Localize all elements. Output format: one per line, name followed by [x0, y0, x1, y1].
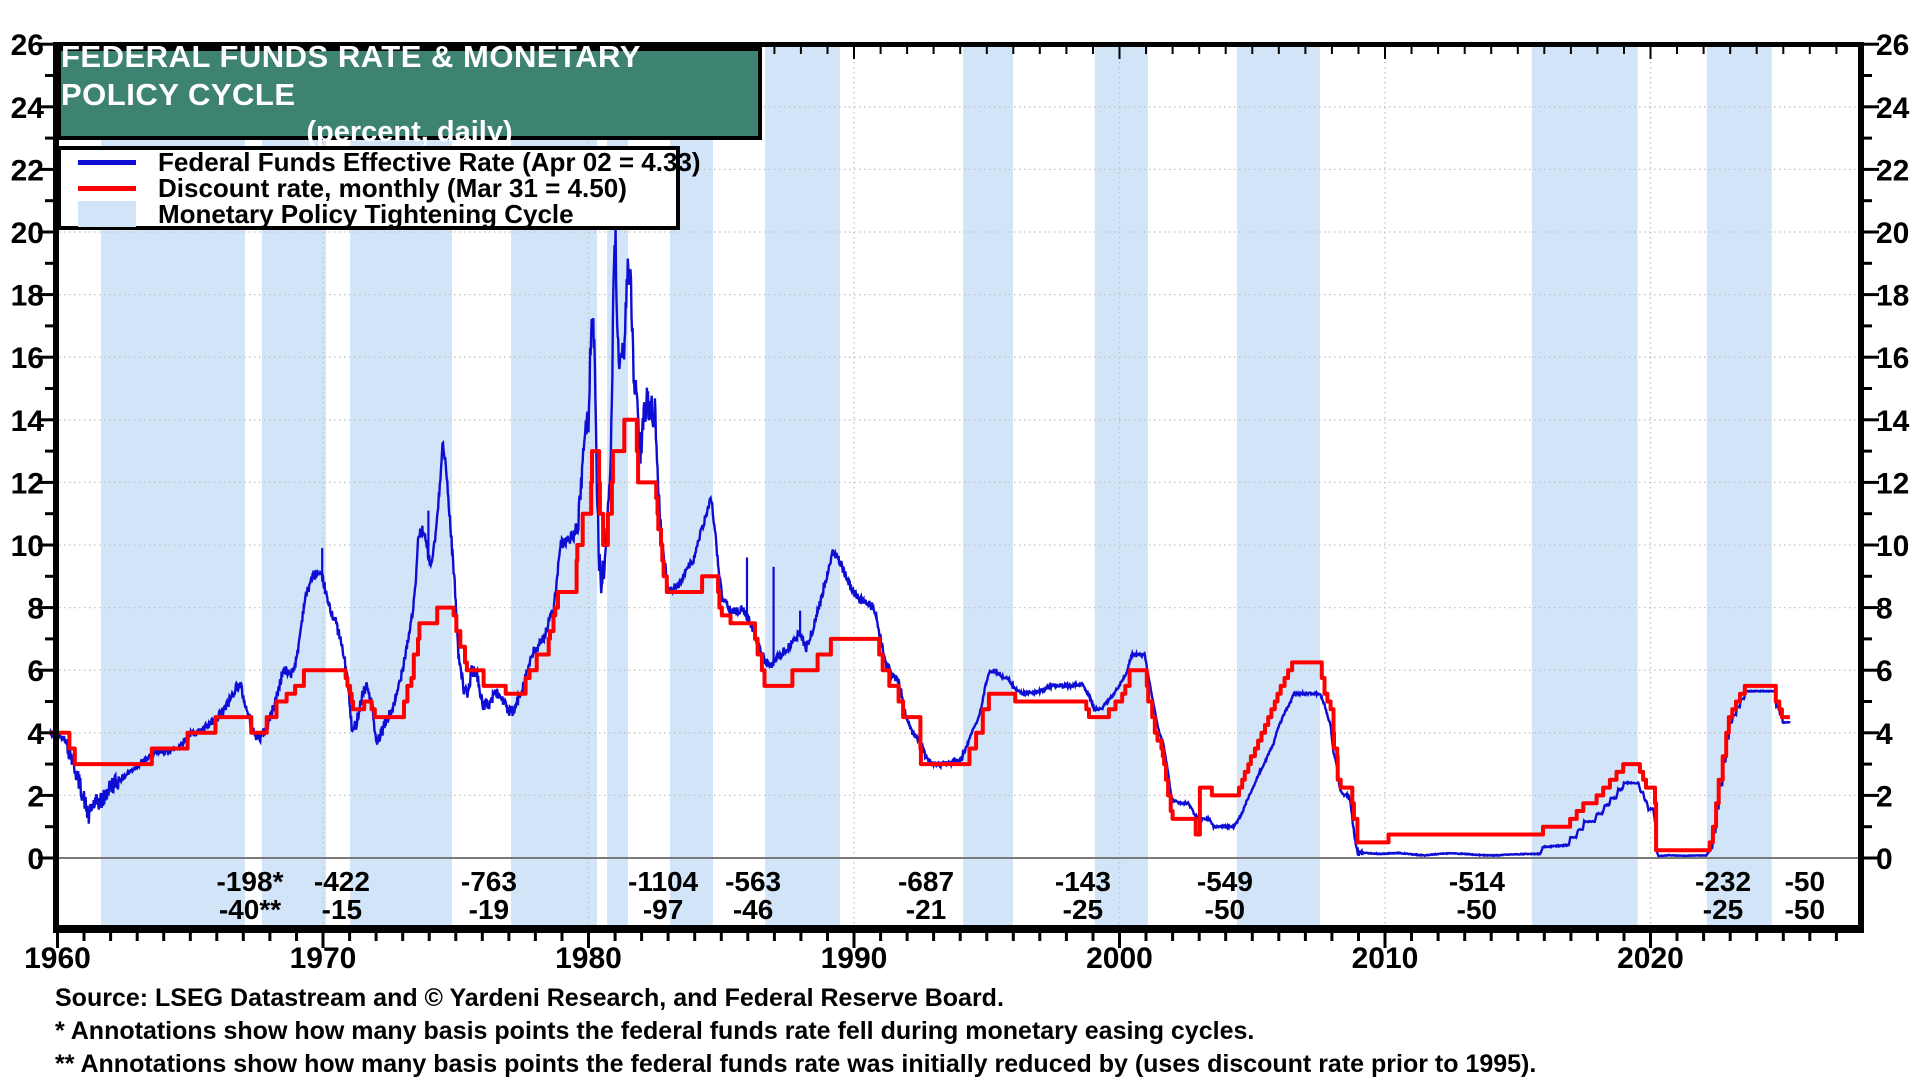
bp-fell-label: -143 — [1055, 866, 1111, 897]
bp-initial-label: -19 — [469, 894, 509, 925]
y-axis-label-left: 14 — [11, 405, 45, 438]
chart-title: FEDERAL FUNDS RATE & MONETARY POLICY CYC… — [61, 38, 641, 112]
y-axis-label-right: 12 — [1876, 467, 1909, 500]
x-axis-label: 2020 — [1617, 942, 1684, 975]
bp-initial-label: -50 — [1205, 894, 1245, 925]
y-axis-label-right: 24 — [1876, 92, 1910, 125]
axis-top — [53, 42, 1864, 47]
y-axis-label-left: 10 — [11, 530, 44, 563]
x-axis-label: 1990 — [821, 942, 888, 975]
easing-annotation: -687-21 — [898, 866, 954, 925]
fed-funds-line-swatch-icon — [78, 159, 136, 165]
legend-label: Federal Funds Effective Rate (Apr 02 = 4… — [158, 146, 701, 177]
y-axis-label-right: 18 — [1876, 280, 1909, 313]
easing-annotation: -514-50 — [1449, 866, 1505, 925]
bp-fell-label: -422 — [314, 866, 370, 897]
easing-annotation: -549-50 — [1197, 866, 1253, 925]
chart-title-box: FEDERAL FUNDS RATE & MONETARY POLICY CYC… — [57, 39, 762, 148]
y-axis-label-right: 14 — [1876, 405, 1910, 438]
y-axis-label-right: 16 — [1876, 342, 1909, 375]
bp-fell-label: -763 — [461, 866, 517, 897]
y-axis-label-right: 26 — [1876, 29, 1909, 62]
easing-annotation: -763-19 — [461, 866, 517, 925]
y-axis-label-left: 26 — [11, 29, 44, 62]
easing-annotation: -198*-40** — [217, 866, 284, 925]
legend: Federal Funds Effective Rate (Apr 02 = 4… — [57, 146, 701, 230]
tightening-band — [607, 47, 629, 925]
y-axis-label-right: 2 — [1876, 780, 1893, 813]
bp-initial-label: -97 — [643, 894, 683, 925]
easing-annotation: -422-15 — [314, 866, 370, 925]
footnote-line: * Annotations show how many basis points… — [55, 1017, 1255, 1045]
y-axis-label-left: 22 — [11, 154, 44, 187]
y-axis-label-left: 2 — [27, 780, 44, 813]
bp-fell-label: -514 — [1449, 866, 1505, 897]
y-axis-label-right: 6 — [1876, 655, 1893, 688]
y-axis-label-left: 8 — [27, 593, 44, 626]
discount-rate-line — [49, 417, 1790, 853]
bp-initial-label: -40** — [219, 894, 281, 925]
tightening-band — [765, 47, 840, 925]
x-axis-label: 2010 — [1352, 942, 1419, 975]
tightening-band — [1094, 47, 1148, 925]
y-axis-label-left: 4 — [27, 718, 44, 751]
legend-item-discount-rate: Discount rate, monthly (Mar 31 = 4.50) — [61, 172, 676, 203]
x-axis-label: 2000 — [1086, 942, 1153, 975]
axis-right — [1858, 42, 1864, 931]
y-axis-label-right: 22 — [1876, 154, 1909, 187]
easing-annotation: -563-46 — [725, 866, 781, 925]
bp-fell-label: -232 — [1695, 866, 1751, 897]
bp-fell-label: -1104 — [628, 866, 698, 897]
tightening-band — [963, 47, 1013, 925]
easing-annotation: -50-50 — [1785, 866, 1825, 925]
tightening-band — [1531, 47, 1638, 925]
tightening-band — [1706, 47, 1772, 925]
legend-label: Discount rate, monthly (Mar 31 = 4.50) — [158, 172, 627, 203]
bp-initial-label: -46 — [733, 894, 773, 925]
tightening-cycle-swatch-icon — [78, 201, 136, 227]
y-axis-label-right: 4 — [1876, 718, 1893, 751]
bp-initial-label: -50 — [1785, 894, 1825, 925]
y-axis-label-left: 6 — [27, 655, 44, 688]
bp-initial-label: -50 — [1457, 894, 1497, 925]
discount-rate-line-swatch-icon — [78, 185, 136, 191]
y-axis-label-left: 16 — [11, 342, 44, 375]
easing-annotation: -1104-97 — [628, 866, 698, 925]
legend-item-fed-funds: Federal Funds Effective Rate (Apr 02 = 4… — [61, 147, 701, 177]
y-axis-label-left: 20 — [11, 217, 44, 250]
axis-left — [53, 42, 59, 931]
y-axis-label-left: 18 — [11, 280, 44, 313]
bp-initial-label: -25 — [1703, 894, 1743, 925]
bp-initial-label: -25 — [1063, 894, 1103, 925]
y-axis-label-right: 10 — [1876, 530, 1909, 563]
y-axis-label-right: 20 — [1876, 217, 1909, 250]
easing-annotation: -232-25 — [1695, 866, 1751, 925]
x-axis-label: 1980 — [555, 942, 622, 975]
x-axis-label: 1970 — [290, 942, 357, 975]
bp-fell-label: -549 — [1197, 866, 1253, 897]
axis-bottom — [53, 925, 1864, 933]
y-axis-label-left: 0 — [27, 843, 44, 876]
source-line: Source: LSEG Datastream and © Yardeni Re… — [55, 984, 1004, 1012]
bp-fell-label: -687 — [898, 866, 954, 897]
bp-initial-label: -21 — [906, 894, 946, 925]
legend-item-tightening-cycle: Monetary Policy Tightening Cycle — [61, 198, 676, 229]
footnote-line: ** Annotations show how many basis point… — [55, 1050, 1537, 1078]
y-axis-label-right: 8 — [1876, 593, 1893, 626]
bp-fell-label: -50 — [1785, 866, 1825, 897]
source-block: Source: LSEG Datastream and © Yardeni Re… — [55, 982, 1536, 1080]
x-axis-label: 1960 — [24, 942, 91, 975]
bp-fell-label: -563 — [725, 866, 781, 897]
y-axis-label-left: 24 — [11, 92, 45, 125]
legend-label: Monetary Policy Tightening Cycle — [158, 198, 574, 229]
easing-annotation: -143-25 — [1055, 866, 1111, 925]
bp-initial-label: -15 — [322, 894, 362, 925]
chart-subtitle: (percent, daily) — [306, 115, 513, 148]
y-axis-label-right: 0 — [1876, 843, 1893, 876]
bp-fell-label: -198* — [217, 866, 284, 897]
tightening-band — [1236, 47, 1320, 925]
y-axis-label-left: 12 — [11, 467, 44, 500]
